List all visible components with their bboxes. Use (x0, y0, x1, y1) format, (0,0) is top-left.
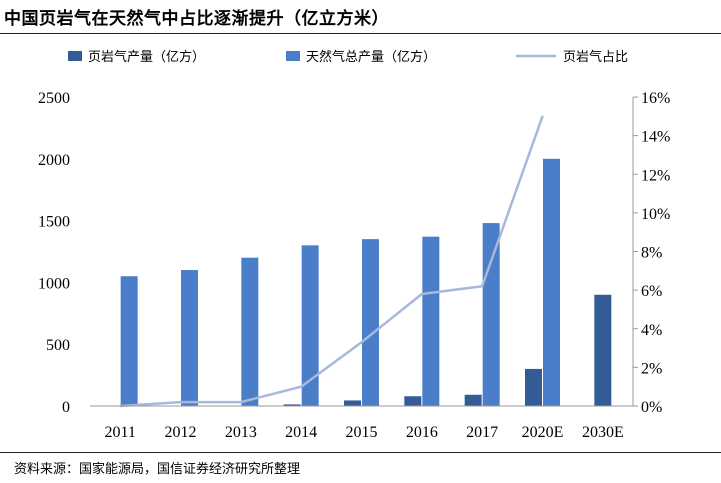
share-point-2020E (541, 115, 544, 118)
right-tick-label: 6% (641, 283, 662, 300)
left-tick-label: 0 (62, 399, 70, 416)
share-point-2017 (481, 285, 484, 288)
share-line-path (120, 115, 544, 408)
x-tick-label: 2011 (104, 424, 135, 441)
x-tick-label: 2012 (165, 424, 197, 441)
bar-shale-2015 (344, 400, 361, 406)
legend: 页岩气产量（亿方） 天然气总产量（亿方） 页岩气占比 (68, 49, 628, 65)
legend-swatch-shale (68, 51, 82, 61)
bar-total-2017 (482, 223, 500, 406)
right-tick-label: 2% (641, 360, 662, 377)
left-tick-label: 2500 (38, 90, 70, 107)
bars (120, 158, 612, 406)
title-divider (0, 33, 721, 34)
bar-total-2015 (362, 239, 379, 406)
bar-shale-2017 (464, 394, 482, 406)
bar-total-2011 (120, 276, 138, 406)
x-tick-label: 2013 (225, 424, 257, 441)
x-tick-label: 2016 (406, 424, 438, 441)
share-point-2014 (300, 385, 303, 388)
x-axis: 2011 2012 2013 2014 2015 2016 2017 2020E 2030E (90, 405, 633, 441)
bar-total-2016 (422, 236, 440, 406)
left-tick-label: 1500 (38, 214, 70, 231)
left-tick-label: 1000 (38, 275, 70, 292)
right-tick-label: 12% (641, 167, 670, 184)
bar-total-2020E (543, 158, 560, 406)
right-tick-label: 14% (641, 129, 670, 146)
right-tick-label: 16% (641, 90, 670, 107)
bar-total-2012 (181, 270, 198, 406)
legend-label-total: 天然气总产量（亿方） (306, 49, 436, 65)
right-tick-label: 0% (641, 399, 662, 416)
x-tick-label: 2030E (582, 424, 624, 441)
bar-shale-2016 (404, 396, 422, 406)
right-tick-label: 8% (641, 245, 662, 262)
source-note: 资料来源：国家能源局，国信证券经济研究所整理 (14, 462, 301, 477)
x-tick-label: 2014 (285, 424, 317, 441)
legend-label-share: 页岩气占比 (563, 49, 628, 65)
share-point-2013 (239, 401, 242, 404)
bar-total-2030E (594, 294, 612, 406)
bar-total-2013 (241, 257, 259, 406)
right-axis: 0% 2% 4% 6% 8% 10% 12% 14% 16% (632, 90, 670, 416)
x-tick-label: 2017 (466, 424, 498, 441)
bar-shale-2020E (525, 368, 542, 406)
x-tick-label: 2020E (522, 424, 564, 441)
left-tick-label: 2000 (38, 152, 70, 169)
share-point-2015 (360, 341, 363, 344)
bar-total-2014 (301, 245, 319, 406)
legend-swatch-total (286, 51, 300, 61)
bar-shale-2014 (283, 404, 301, 406)
x-tick-label: 2015 (346, 424, 378, 441)
left-axis: 0 500 1000 1500 2000 2500 (38, 90, 70, 416)
right-tick-label: 4% (641, 322, 662, 339)
left-tick-label: 500 (46, 337, 70, 354)
right-tick-label: 10% (641, 206, 670, 223)
source-divider (0, 452, 721, 453)
legend-label-shale: 页岩气产量（亿方） (88, 49, 205, 65)
page-title: 中国页岩气在天然气中占比逐渐提升（亿立方米） (4, 9, 389, 29)
chart: 页岩气产量（亿方） 天然气总产量（亿方） 页岩气占比 0 500 1000 1500 200… (38, 49, 670, 441)
share-point-2016 (420, 292, 423, 295)
share-point-2012 (179, 401, 182, 404)
